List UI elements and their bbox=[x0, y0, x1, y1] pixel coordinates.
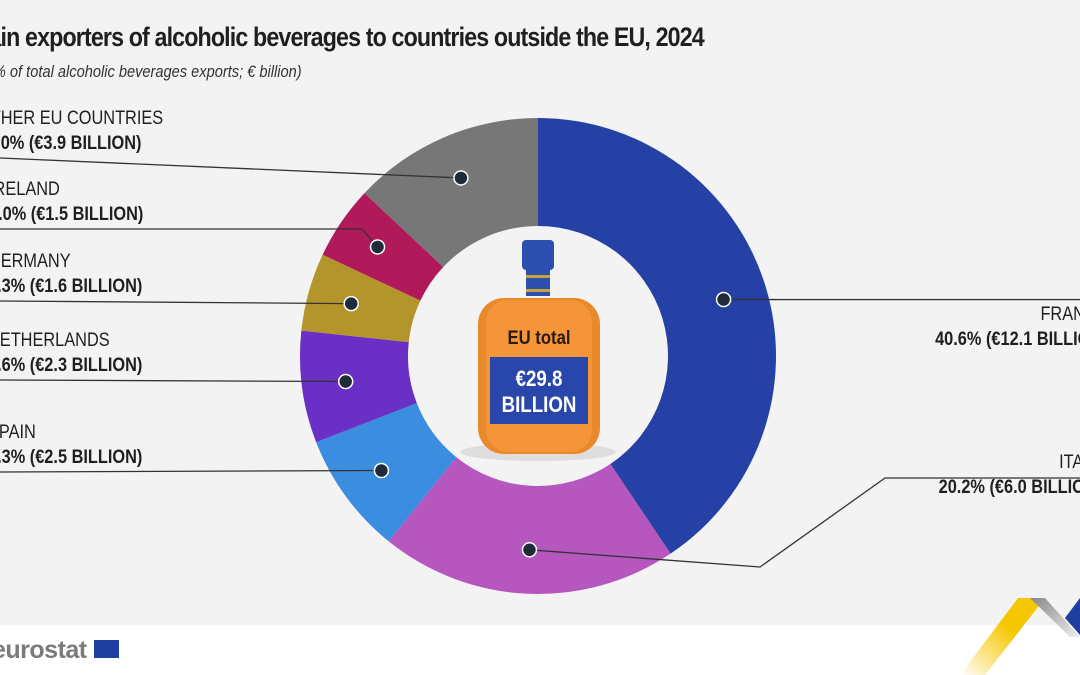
center-label: EU total bbox=[507, 327, 570, 348]
marker-dot-germany bbox=[343, 295, 359, 312]
leader-line-germany bbox=[0, 300, 352, 305]
marker-dot-italy bbox=[521, 542, 538, 558]
label-germany: GERMANY5.3% (€1.6 BILLION) bbox=[0, 251, 143, 297]
marker-dot-ireland bbox=[369, 239, 386, 255]
slice-italy bbox=[388, 457, 671, 594]
chart-subtitle: (% of total alcoholic beverages exports;… bbox=[0, 62, 302, 81]
marker-dot-other-eu-countries bbox=[453, 170, 469, 186]
chart-title: Main exporters of alcoholic beverages to… bbox=[0, 22, 705, 52]
slice-netherlands bbox=[299, 330, 417, 443]
label-spain: SPAIN8.3% (€2.5 BILLION) bbox=[0, 422, 143, 468]
slice-germany bbox=[301, 254, 421, 343]
slice-other-eu-countries bbox=[364, 118, 538, 268]
slice-france bbox=[538, 118, 777, 554]
label-ireland: IRELAND5.0% (€1.5 BILLION) bbox=[0, 179, 144, 225]
bottle-icon bbox=[460, 240, 616, 461]
leader-line-other-eu-countries bbox=[0, 157, 461, 179]
leader-line-italy bbox=[529, 477, 1080, 568]
label-netherlands: NETHERLANDS 7.6% (€2.3 BILLION) bbox=[0, 330, 143, 376]
marker-dot-spain bbox=[373, 462, 390, 479]
label-france: FRANCE40.6% (€12.1 BILLION) bbox=[935, 304, 1080, 350]
label-italy: ITALY20.2% (€6.0 BILLION) bbox=[938, 452, 1080, 498]
eu-flag-icon bbox=[94, 640, 119, 658]
label-other-eu: OTHER EU COUNTRIES13.0% (€3.9 BILLION) bbox=[0, 108, 164, 154]
center-value-line2: BILLION bbox=[502, 394, 577, 418]
leader-line-ireland bbox=[0, 228, 379, 248]
leader-line-spain bbox=[0, 469, 382, 473]
eurostat-logo: eurostat bbox=[0, 636, 87, 664]
marker-dot-netherlands bbox=[337, 373, 354, 390]
marker-dot-france bbox=[715, 291, 732, 308]
center-value-line1: €29.8 bbox=[516, 368, 563, 392]
leader-line-netherlands bbox=[0, 379, 346, 383]
